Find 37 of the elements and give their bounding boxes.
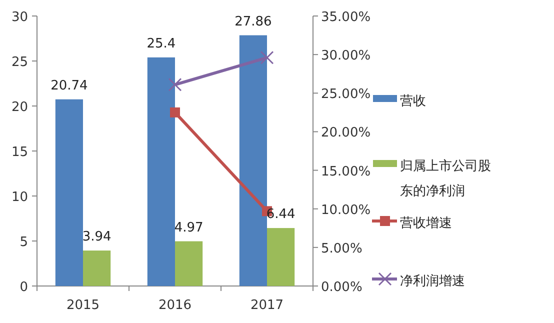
point	[170, 107, 180, 118]
y2-tick-label: 25.00%	[321, 87, 371, 102]
y-tick-label: 30	[11, 10, 28, 25]
bar	[83, 250, 111, 286]
x-tick-label: 2016	[158, 298, 192, 313]
bar	[239, 35, 267, 286]
bar	[147, 57, 175, 286]
data-label: 25.4	[146, 36, 176, 52]
bar	[55, 99, 83, 286]
point	[168, 78, 182, 92]
bar	[267, 228, 295, 286]
x-tick-label: 2015	[66, 298, 100, 313]
legend-label: 营收	[400, 94, 426, 109]
y-tick-label: 10	[11, 190, 28, 205]
x-tick-label: 2017	[250, 298, 284, 313]
data-label: 6.44	[266, 207, 296, 222]
legend-label: 净利润增速	[400, 274, 465, 289]
data-label: 20.74	[50, 78, 88, 94]
y2-tick-label: 5.00%	[321, 241, 362, 256]
y2-tick-label: 15.00%	[321, 164, 371, 180]
y2-tick-label: 20.00%	[321, 126, 371, 141]
data-label: 3.94	[82, 230, 112, 245]
y2-tick-label: 10.00%	[321, 202, 371, 218]
y2-tick-label: 30.00%	[321, 48, 371, 64]
y-tick-label: 5	[20, 235, 28, 250]
y-tick-label: 25	[11, 55, 28, 70]
point	[260, 50, 274, 64]
y-tick-label: 0	[20, 280, 28, 295]
data-label: 27.86	[234, 14, 272, 30]
y-tick-label: 15	[11, 145, 28, 160]
y2-tick-label: 0.00%	[321, 280, 362, 295]
y2-tick-label: 35.00%	[321, 10, 371, 25]
bar	[175, 241, 203, 286]
y-tick-label: 20	[11, 100, 28, 115]
data-label: 4.97	[174, 220, 204, 236]
legend-label: 归属上市公司股东的净利润	[400, 159, 491, 199]
legend-label: 营收增速	[400, 216, 452, 231]
